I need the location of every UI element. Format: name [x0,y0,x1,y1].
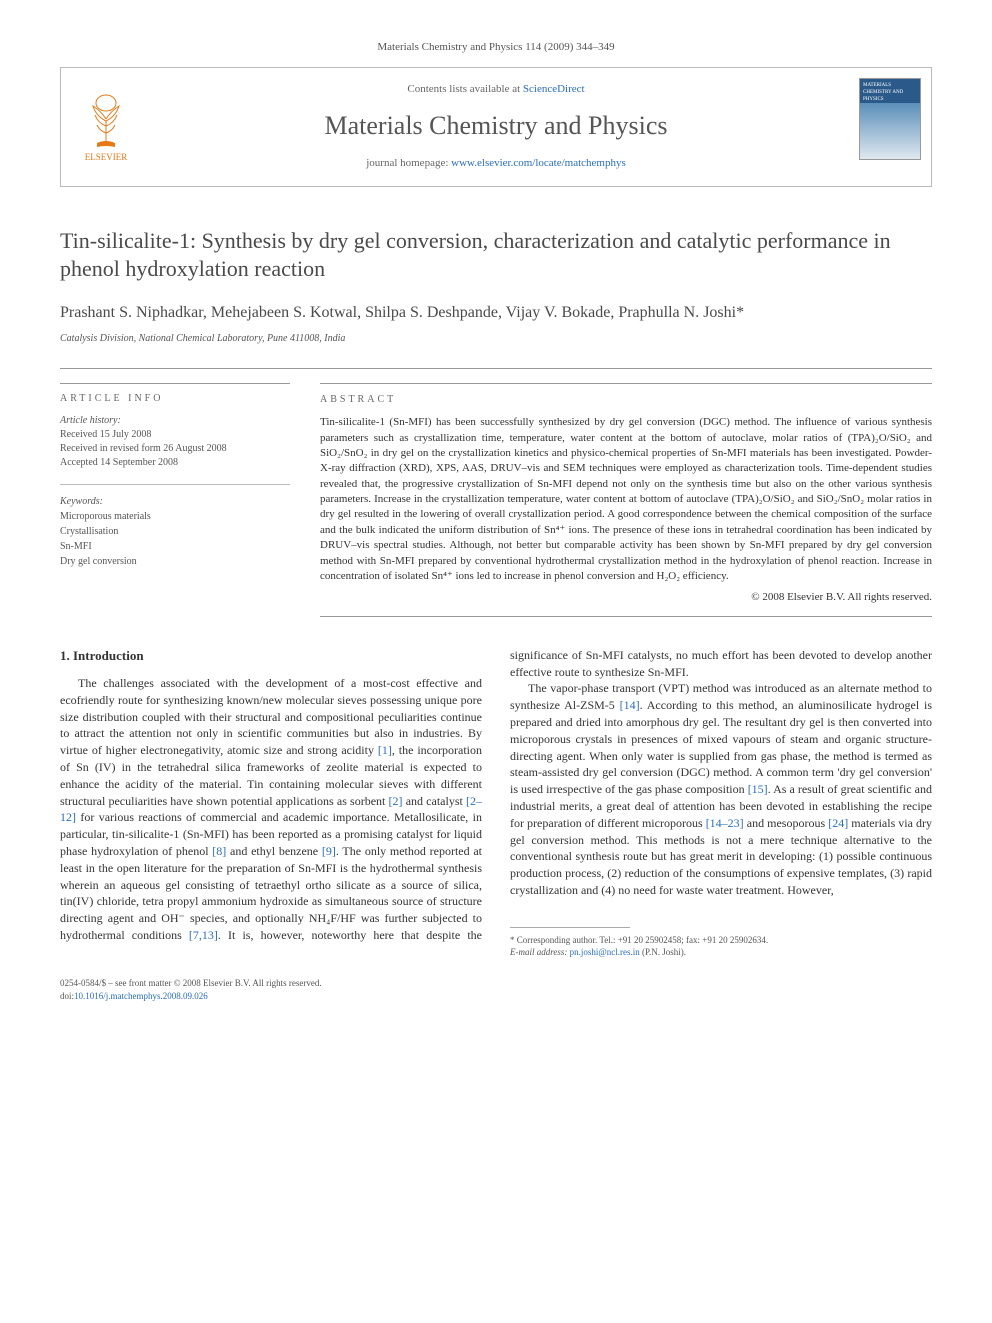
page-footer: 0254-0584/$ – see front matter © 2008 El… [60,977,932,1002]
author-email-link[interactable]: pn.joshi@ncl.res.in [570,947,640,957]
keywords-label: Keywords: [60,495,290,509]
journal-title: Materials Chemistry and Physics [161,108,831,144]
keywords-block: Keywords: Microporous materials Crystall… [60,495,290,569]
cover-thumb-text: MATERIALS CHEMISTRY AND PHYSICS [863,83,903,102]
citation-link[interactable]: [15] [748,782,768,796]
abstract-copyright: © 2008 Elsevier B.V. All rights reserved… [320,590,932,605]
article-info-panel: ARTICLE INFO Article history: Received 1… [60,383,290,617]
email-label: E-mail address: [510,947,570,957]
article-title: Tin-silicalite-1: Synthesis by dry gel c… [60,227,932,284]
keyword: Sn-MFI [60,540,290,554]
running-head: Materials Chemistry and Physics 114 (200… [60,40,932,55]
footnote-separator [510,927,630,928]
keyword: Dry gel conversion [60,555,290,569]
email-suffix: (P.N. Joshi). [640,947,686,957]
divider [60,484,290,485]
author-list: Prashant S. Niphadkar, Mehejabeen S. Kot… [60,302,932,324]
corresponding-author-line: * Corresponding author. Tel.: +91 20 259… [510,934,932,947]
publisher-name: ELSEVIER [85,151,128,164]
article-body: 1. Introduction The challenges associate… [60,647,932,959]
citation-link[interactable]: [1] [378,743,392,757]
abstract-heading: ABSTRACT [320,393,402,407]
publisher-logo: ELSEVIER [71,78,141,163]
article-info-heading: ARTICLE INFO [60,392,169,406]
body-text: and catalyst [403,794,466,808]
received-date: Received 15 July 2008 [60,428,290,442]
accepted-date: Accepted 14 September 2008 [60,456,290,470]
journal-homepage-link[interactable]: www.elsevier.com/locate/matchemphys [451,157,626,169]
front-matter-line: 0254-0584/$ – see front matter © 2008 El… [60,977,932,990]
corresponding-author-footnote: * Corresponding author. Tel.: +91 20 259… [510,934,932,959]
citation-link[interactable]: [8] [212,844,226,858]
contents-prefix: Contents lists available at [407,83,522,95]
body-paragraph: The vapor-phase transport (VPT) method w… [510,680,932,898]
abstract-text: Tin-silicalite-1 (Sn-MFI) has been succe… [320,415,932,584]
journal-masthead: ELSEVIER MATERIALS CHEMISTRY AND PHYSICS… [60,67,932,186]
journal-cover-thumbnail: MATERIALS CHEMISTRY AND PHYSICS [859,78,921,160]
citation-link[interactable]: [7,13] [189,928,218,942]
sciencedirect-link[interactable]: ScienceDirect [523,83,585,95]
citation-link[interactable]: [24] [828,816,848,830]
article-history-block: Article history: Received 15 July 2008 R… [60,414,290,470]
revised-date: Received in revised form 26 August 2008 [60,442,290,456]
citation-link[interactable]: [2] [389,794,403,808]
contents-available-line: Contents lists available at ScienceDirec… [161,82,831,97]
homepage-prefix: journal homepage: [366,157,451,169]
author-affiliation: Catalysis Division, National Chemical La… [60,332,932,346]
citation-link[interactable]: [14] [620,698,640,712]
citation-link[interactable]: [14–23] [706,816,744,830]
doi-label: doi: [60,991,74,1001]
section-heading-introduction: 1. Introduction [60,647,482,665]
keyword: Microporous materials [60,510,290,524]
citation-link[interactable]: [9] [322,844,336,858]
body-text: and mesoporous [744,816,829,830]
keyword: Crystallisation [60,525,290,539]
elsevier-tree-icon [81,91,131,151]
history-label: Article history: [60,414,290,428]
body-text: and ethyl benzene [226,844,322,858]
journal-homepage-line: journal homepage: www.elsevier.com/locat… [161,156,831,171]
abstract-panel: ABSTRACT Tin-silicalite-1 (Sn-MFI) has b… [320,383,932,617]
doi-link[interactable]: 10.1016/j.matchemphys.2008.09.026 [74,991,208,1001]
